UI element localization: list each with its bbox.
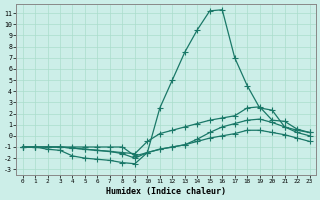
X-axis label: Humidex (Indice chaleur): Humidex (Indice chaleur) [106, 187, 226, 196]
